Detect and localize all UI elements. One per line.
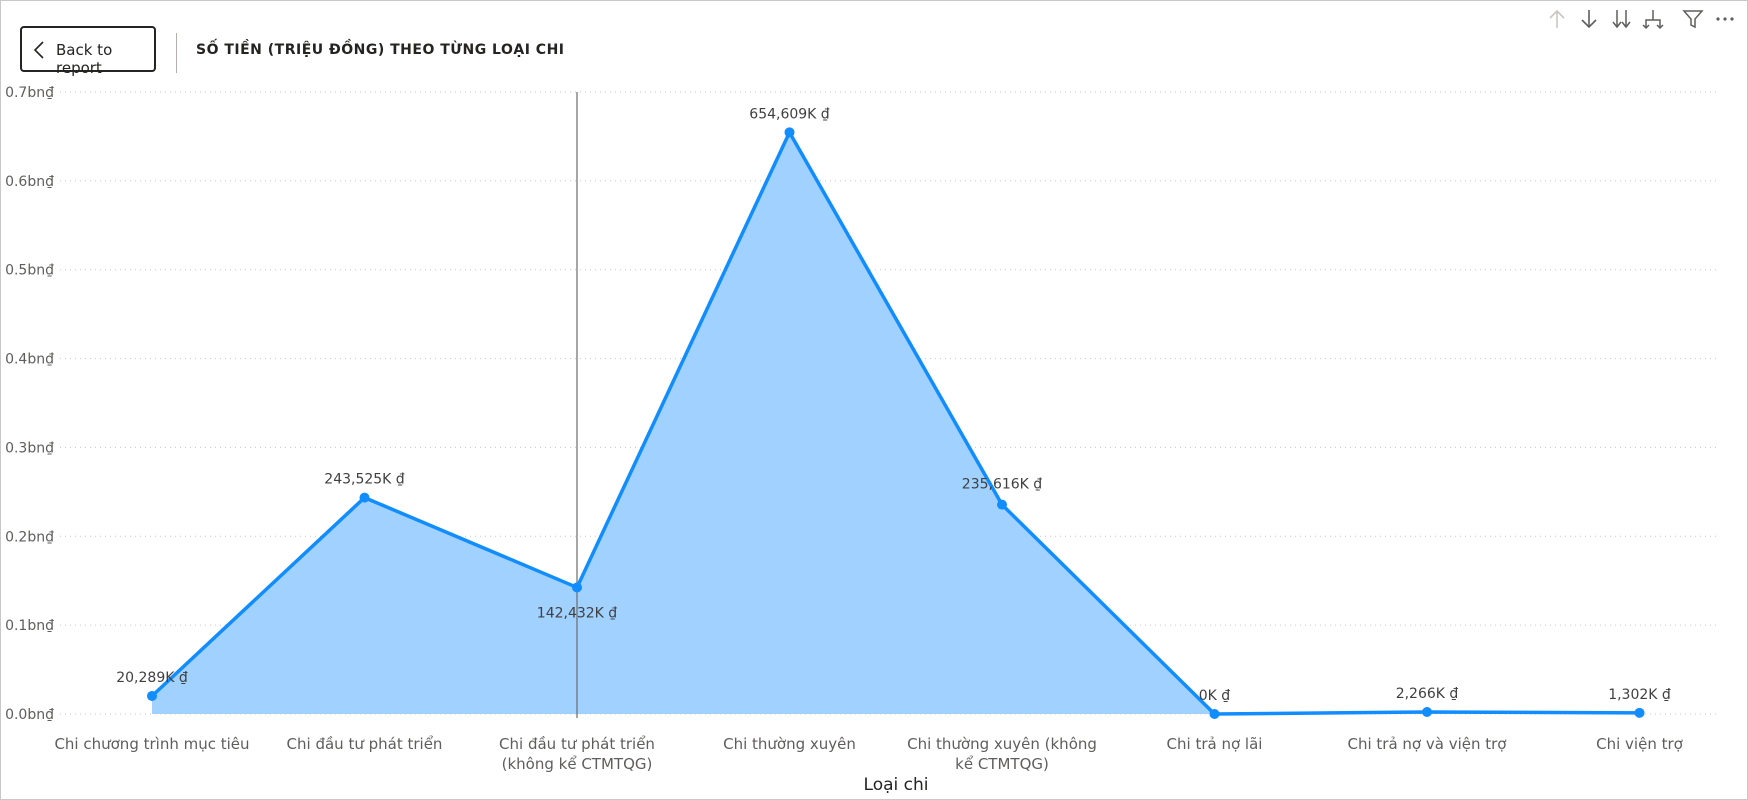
x-tick-label: Chi đầu tư phát triển: [499, 735, 655, 753]
data-point: [1634, 707, 1645, 718]
x-axis-title: Loại chi: [864, 775, 929, 795]
x-tick-label: Chi thường xuyên: [723, 735, 856, 753]
series-line: [150, 130, 1640, 716]
header-divider: [176, 33, 177, 73]
more-options-icon[interactable]: [1712, 6, 1738, 32]
data-label: 0K ₫: [1199, 688, 1231, 704]
double-arrow-down-icon[interactable]: [1608, 6, 1634, 32]
back-to-report-button[interactable]: Back to report: [20, 26, 156, 77]
data-point: [147, 690, 157, 701]
data-label: 654,609K ₫: [749, 106, 830, 122]
series-area: [152, 132, 1640, 715]
x-tick-label: Chi trả nợ và viện trợ: [1348, 735, 1508, 753]
x-tick-label: Chi đầu tư phát triển: [287, 735, 443, 753]
arrow-down-icon[interactable]: [1576, 6, 1602, 32]
y-tick-label: 0.0bn₫: [5, 707, 54, 723]
data-point: [784, 127, 795, 138]
x-tick-label: Chi thường xuyên (không: [907, 735, 1097, 753]
y-tick-label: 0.5bn₫: [5, 263, 54, 279]
x-tick-label: Chi chương trình mục tiêu: [54, 735, 249, 753]
expand-hierarchy-icon[interactable]: [1640, 6, 1666, 32]
y-tick-label: 0.3bn₫: [5, 440, 54, 456]
data-label: 20,289K ₫: [116, 670, 188, 686]
data-label: 2,266K ₫: [1396, 686, 1459, 702]
x-tick-label: kể CTMTQG): [955, 755, 1049, 773]
data-point: [572, 582, 582, 593]
x-tick-label: Chi trả nợ lãi: [1167, 735, 1263, 753]
x-tick-label: (không kể CTMTQG): [502, 755, 653, 773]
data-label: 243,525K ₫: [324, 472, 405, 488]
back-to-report-label: Back to report: [56, 41, 113, 77]
filter-icon[interactable]: [1680, 6, 1706, 32]
chevron-left-icon: [33, 41, 44, 59]
y-tick-label: 0.4bn₫: [5, 352, 54, 368]
data-label: 235,616K ₫: [962, 477, 1043, 493]
data-point: [1422, 706, 1432, 717]
data-label: 142,432K ₫: [537, 605, 618, 621]
x-tick-label: Chi viện trợ: [1596, 735, 1684, 753]
data-point: [359, 492, 370, 503]
visual-toolbar: [1544, 6, 1744, 32]
arrow-up-icon[interactable]: [1544, 6, 1570, 32]
y-tick-label: 0.2bn₫: [5, 529, 54, 545]
y-tick-label: 0.1bn₫: [5, 618, 54, 634]
data-label: 1,302K ₫: [1608, 687, 1671, 703]
data-point: [1209, 709, 1220, 719]
chart-title: SỐ TIỀN (TRIỆU ĐỒNG) THEO TỪNG LOẠI CHI: [196, 42, 565, 58]
y-tick-label: 0.7bn₫: [5, 85, 54, 101]
data-point: [997, 499, 1007, 510]
y-tick-label: 0.6bn₫: [5, 174, 54, 190]
